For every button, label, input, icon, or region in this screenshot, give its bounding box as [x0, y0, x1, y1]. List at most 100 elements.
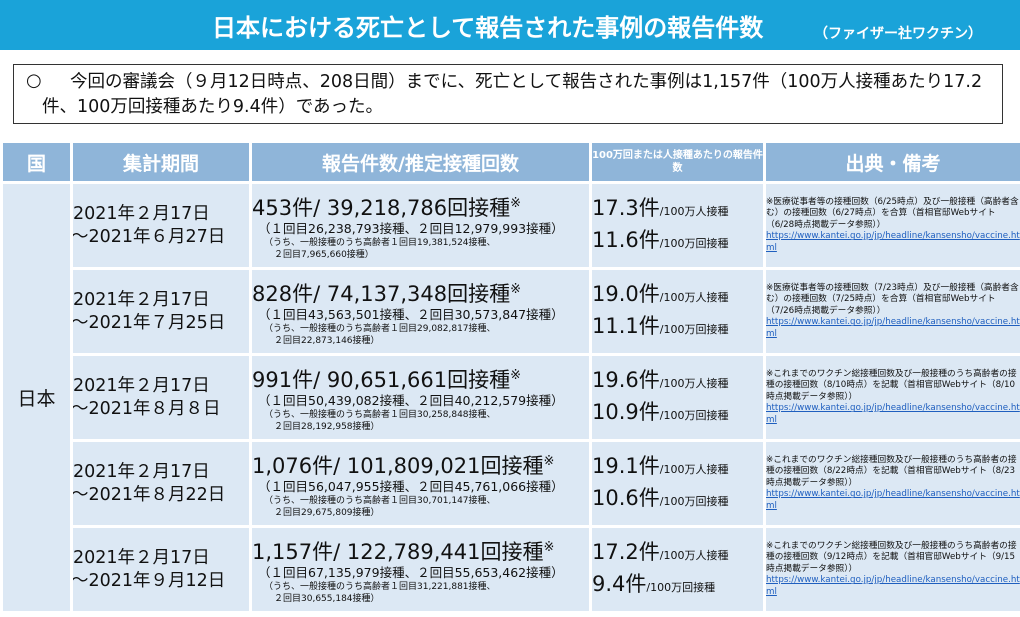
elderly-breakdown-2: ２回目22,873,146接種）	[274, 335, 380, 346]
table-row-1: 日本 2021年２月17日 〜2021年６月27日 453件/ 39,218,7…	[3, 184, 1020, 611]
rate-person-value: 19.1件	[592, 453, 660, 478]
header-rate: 100万回または人接種あたりの報告件数	[592, 143, 763, 181]
country-cell: 日本	[3, 184, 70, 611]
rate-cell: 17.2件/100万人接種 9.4件/100万回接種	[592, 528, 763, 611]
rate-person-value: 19.6件	[592, 367, 660, 392]
rate-cell: 19.0件/100万人接種 11.1件/100万回接種	[592, 270, 763, 353]
rate-person-value: 19.0件	[592, 281, 660, 306]
report-count: 1,157件	[252, 539, 334, 564]
report-count: 828件	[252, 281, 314, 306]
period-cell: 2021年２月17日 〜2021年６月27日	[73, 184, 249, 267]
source-cell: ※これまでのワクチン総接種回数及び一般接種のうち高齢者の接種の接種回数（8/22…	[766, 442, 1020, 525]
rate-per-person: 17.2件/100万人接種	[592, 538, 763, 570]
report-count-line: 828件/ 74,137,348回接種※	[252, 277, 589, 307]
rate-per-person: 19.6件/100万人接種	[592, 366, 763, 398]
report-count: 1,076件	[252, 453, 334, 478]
dose-total: / 101,809,021回接種	[333, 453, 544, 478]
source-cell: ※これまでのワクチン総接種回数及び一般接種のうち高齢者の接種の接種回数（9/12…	[766, 528, 1020, 611]
header-country: 国	[3, 143, 70, 181]
dose-total: / 122,789,441回接種	[333, 539, 544, 564]
report-count: 991件	[252, 367, 314, 392]
source-cell: ※医療従事者等の接種回数（6/25時点）及び一般接種（高齢者含む）の接種回数（6…	[766, 184, 1020, 267]
rate-dose-unit: /100万回接種	[659, 322, 729, 336]
dose-breakdown: （１回目50,439,082接種、２回目40,212,579接種）	[258, 392, 564, 408]
source-link[interactable]: https://www.kantei.go.jp/jp/headline/kan…	[766, 231, 1020, 253]
elderly-breakdown-2: ２回目28,192,958接種）	[274, 421, 380, 432]
period-start: 2021年２月17日	[73, 203, 210, 224]
period-cell: 2021年２月17日 〜2021年９月12日	[73, 528, 249, 611]
source-note: ※これまでのワクチン総接種回数及び一般接種のうち高齢者の接種の接種回数（9/12…	[766, 540, 1017, 574]
dose-total: / 90,651,661回接種	[313, 367, 511, 392]
summary-box: ○ 今回の審議会（９月12日時点、208日間）までに、死亡として報告された事例は…	[13, 64, 1003, 124]
report-count-line: 991件/ 90,651,661回接種※	[252, 363, 589, 393]
header-reports: 報告件数/推定接種回数	[252, 143, 589, 181]
reports-cell: 453件/ 39,218,786回接種※ （１回目26,238,793接種、２回…	[252, 184, 589, 267]
note-mark: ※	[510, 281, 521, 297]
period-start: 2021年２月17日	[73, 461, 210, 482]
source-note: ※医療従事者等の接種回数（6/25時点）及び一般接種（高齢者含む）の接種回数（6…	[766, 196, 1019, 230]
summary-bullet-icon: ○	[26, 70, 42, 91]
source-note: ※これまでのワクチン総接種回数及び一般接種のうち高齢者の接種の接種回数（8/22…	[766, 454, 1017, 488]
reports-cell: 1,157件/ 122,789,441回接種※ （１回目67,135,979接種…	[252, 528, 589, 611]
note-mark: ※	[543, 539, 555, 555]
rate-per-person: 17.3件/100万人接種	[592, 194, 763, 226]
dose-breakdown: （１回目56,047,955接種、２回目45,761,066接種）	[258, 478, 564, 494]
rate-dose-unit: /100万回接種	[659, 236, 729, 250]
elderly-breakdown-1: （うち、一般接種のうち高齢者１回目30,258,848接種、	[264, 409, 496, 420]
summary-text: 今回の審議会（９月12日時点、208日間）までに、死亡として報告された事例は1,…	[42, 72, 983, 117]
table-row-2: 2021年２月17日 〜2021年７月25日 828件/ 74,137,348回…	[3, 270, 1020, 353]
source-cell: ※医療従事者等の接種回数（7/23時点）及び一般接種（高齢者含む）の接種回数（7…	[766, 270, 1020, 353]
elderly-breakdown-1: （うち、一般接種のうち高齢者１回目30,701,147接種、	[264, 495, 496, 506]
period-end: 〜2021年８月８日	[73, 398, 221, 419]
header-source: 出典・備考	[766, 143, 1020, 181]
dose-breakdown: （１回目67,135,979接種、２回目55,653,462接種）	[258, 564, 564, 580]
source-link[interactable]: https://www.kantei.go.jp/jp/headline/kan…	[766, 317, 1020, 339]
report-count-line: 453件/ 39,218,786回接種※	[252, 191, 589, 221]
page-title: 日本における死亡として報告された事例の報告件数	[212, 14, 764, 42]
period-end: 〜2021年８月22日	[73, 484, 226, 505]
report-table: 国 集計期間 報告件数/推定接種回数 100万回または人接種あたりの報告件数 出…	[0, 140, 1020, 614]
rate-cell: 19.6件/100万人接種 10.9件/100万回接種	[592, 356, 763, 439]
elderly-breakdown-2: ２回目30,655,184接種）	[274, 593, 380, 604]
header-period: 集計期間	[73, 143, 249, 181]
rate-person-unit: /100万人接種	[659, 290, 729, 304]
rate-cell: 19.1件/100万人接種 10.6件/100万回接種	[592, 442, 763, 525]
rate-dose-unit: /100万回接種	[646, 580, 716, 594]
rate-person-unit: /100万人接種	[659, 204, 729, 218]
rate-dose-value: 11.6件	[592, 227, 660, 252]
rate-per-dose: 11.6件/100万回接種	[592, 226, 763, 258]
reports-cell: 1,076件/ 101,809,021回接種※ （１回目56,047,955接種…	[252, 442, 589, 525]
rate-person-unit: /100万人接種	[659, 548, 729, 562]
dose-total: / 74,137,348回接種	[313, 281, 511, 306]
table-row-5: 2021年２月17日 〜2021年９月12日 1,157件/ 122,789,4…	[3, 528, 1020, 611]
source-link[interactable]: https://www.kantei.go.jp/jp/headline/kan…	[766, 575, 1020, 597]
rate-dose-value: 11.1件	[592, 313, 660, 338]
source-link[interactable]: https://www.kantei.go.jp/jp/headline/kan…	[766, 489, 1020, 511]
elderly-breakdown-1: （うち、一般接種のうち高齢者１回目19,381,524接種、	[264, 237, 496, 248]
period-end: 〜2021年７月25日	[73, 312, 226, 333]
period-start: 2021年２月17日	[73, 289, 210, 310]
rate-dose-value: 9.4件	[592, 571, 647, 596]
note-mark: ※	[510, 367, 521, 383]
table-row-4: 2021年２月17日 〜2021年８月22日 1,076件/ 101,809,0…	[3, 442, 1020, 525]
reports-cell: 991件/ 90,651,661回接種※ （１回目50,439,082接種、２回…	[252, 356, 589, 439]
period-start: 2021年２月17日	[73, 547, 210, 568]
elderly-breakdown-1: （うち、一般接種のうち高齢者１回目31,221,881接種、	[264, 581, 496, 592]
period-start: 2021年２月17日	[73, 375, 210, 396]
rate-dose-unit: /100万回接種	[659, 494, 729, 508]
rate-per-dose: 10.9件/100万回接種	[592, 398, 763, 430]
source-link[interactable]: https://www.kantei.go.jp/jp/headline/kan…	[766, 403, 1020, 425]
rate-per-dose: 9.4件/100万回接種	[592, 570, 763, 602]
rate-person-unit: /100万人接種	[659, 376, 729, 390]
rate-person-unit: /100万人接種	[659, 462, 729, 476]
rate-person-value: 17.2件	[592, 539, 660, 564]
page-subtitle: （ファイザー社ワクチン）	[814, 26, 982, 42]
note-mark: ※	[510, 195, 521, 211]
period-cell: 2021年２月17日 〜2021年７月25日	[73, 270, 249, 353]
period-cell: 2021年２月17日 〜2021年８月８日	[73, 356, 249, 439]
period-end: 〜2021年９月12日	[73, 570, 226, 591]
rate-per-person: 19.1件/100万人接種	[592, 452, 763, 484]
elderly-breakdown-1: （うち、一般接種のうち高齢者１回目29,082,817接種、	[264, 323, 496, 334]
report-count-line: 1,076件/ 101,809,021回接種※	[252, 449, 589, 479]
table-row-3: 2021年２月17日 〜2021年８月８日 991件/ 90,651,661回接…	[3, 356, 1020, 439]
